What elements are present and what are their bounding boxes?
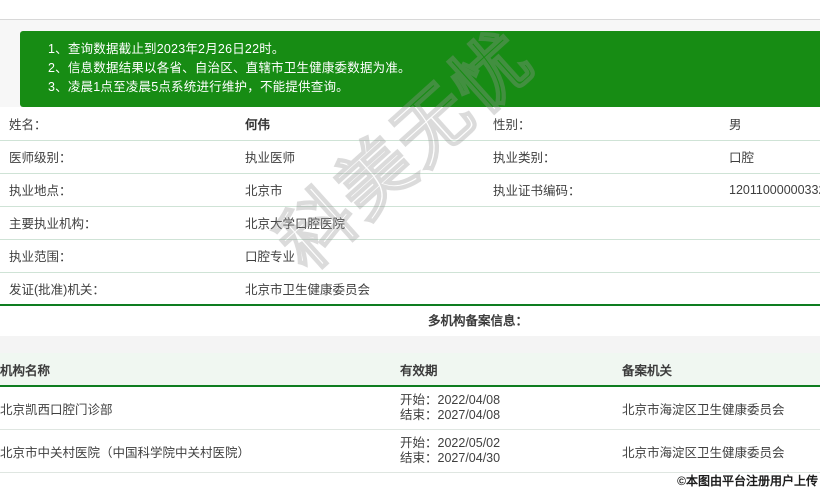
field-value-empty-1	[725, 206, 820, 240]
validity-end-line: 结束：2027/04/30	[400, 451, 622, 466]
field-label-practice-scope: 执业范围：	[0, 239, 241, 273]
column-header-institution-name: 机构名称	[0, 353, 400, 387]
notice-line-2: 2、信息数据结果以各省、自治区、直辖市卫生健康委数据为准。	[48, 61, 411, 75]
cell-validity-period: 开始：2022/05/02 结束：2027/04/30	[400, 429, 622, 473]
field-label-practice-category: 执业类别：	[489, 140, 725, 174]
field-label-doctor-level: 医师级别：	[0, 140, 241, 174]
end-label: 结束：	[400, 408, 438, 422]
validity-end-line: 结束：2027/04/08	[400, 408, 622, 423]
start-date: 2022/05/02	[437, 436, 501, 450]
top-gap-band	[0, 20, 820, 31]
cell-institution-name: 北京凯西口腔门诊部	[0, 386, 400, 430]
field-value-issuing-authority: 北京市卫生健康委员会	[241, 272, 489, 306]
column-header-filing-authority: 备案机关	[622, 353, 820, 387]
table-row: 姓名： 何伟 性别： 男	[0, 107, 820, 141]
validity-start-line: 开始：2022/04/08	[400, 393, 622, 408]
field-value-license-number: 120110000003328	[725, 173, 820, 207]
end-date: 2027/04/08	[437, 408, 501, 422]
field-value-doctor-level: 执业医师	[241, 140, 489, 174]
notice-section: 1、查询数据截止到2023年2月26日22时。 2、信息数据结果以各省、自治区、…	[0, 31, 820, 107]
field-label-issuing-authority: 发证(批准)机关：	[0, 272, 241, 306]
doctor-info-table: 姓名： 何伟 性别： 男 医师级别： 执业医师 执业类别： 口腔 执业地点： 北…	[0, 107, 820, 306]
cell-filing-authority: 北京市海淀区卫生健康委员会	[622, 386, 820, 430]
table-row: 执业范围： 口腔专业	[0, 239, 820, 273]
notice-line-3: 3、凌晨1点至凌晨5点系统进行维护，不能提供查询。	[48, 80, 349, 94]
field-label-empty-1	[489, 206, 725, 240]
multi-institution-section-title: 多机构备案信息：	[0, 306, 820, 336]
field-label-name: 姓名：	[0, 107, 241, 141]
column-header-validity-period: 有效期	[400, 353, 622, 387]
notice-box: 1、查询数据截止到2023年2月26日22时。 2、信息数据结果以各省、自治区、…	[20, 31, 820, 107]
end-date: 2027/04/30	[437, 451, 501, 465]
cell-validity-period: 开始：2022/04/08 结束：2027/04/08	[400, 386, 622, 430]
section-gap-band	[0, 336, 820, 353]
table-row: 北京凯西口腔门诊部 开始：2022/04/08 结束：2027/04/08 北京…	[0, 386, 820, 430]
field-value-empty-3	[725, 272, 820, 306]
field-value-empty-2	[725, 239, 820, 273]
field-value-practice-scope: 口腔专业	[241, 239, 489, 273]
start-label: 开始：	[400, 393, 438, 407]
top-strip	[0, 0, 820, 20]
start-label: 开始：	[400, 436, 438, 450]
field-label-practice-location: 执业地点：	[0, 173, 241, 207]
table-header-row: 机构名称 有效期 备案机关	[0, 353, 820, 387]
table-row: 执业地点： 北京市 执业证书编码： 120110000003328	[0, 173, 820, 207]
field-value-gender: 男	[725, 107, 820, 141]
notice-line-1: 1、查询数据截止到2023年2月26日22时。	[48, 42, 285, 56]
start-date: 2022/04/08	[437, 393, 501, 407]
multi-institution-table: 机构名称 有效期 备案机关 北京凯西口腔门诊部 开始：2022/04/08 结束…	[0, 353, 820, 473]
field-label-primary-institution: 主要执业机构：	[0, 206, 241, 240]
field-value-practice-location: 北京市	[241, 173, 489, 207]
table-row: 北京市中关村医院（中国科学院中关村医院） 开始：2022/05/02 结束：20…	[0, 429, 820, 473]
cell-filing-authority: 北京市海淀区卫生健康委员会	[622, 429, 820, 473]
table-row: 医师级别： 执业医师 执业类别： 口腔	[0, 140, 820, 174]
field-label-empty-3	[489, 272, 725, 306]
field-value-name: 何伟	[241, 107, 489, 141]
field-value-practice-category: 口腔	[725, 140, 820, 174]
field-value-primary-institution: 北京大学口腔医院	[241, 206, 489, 240]
table-row: 主要执业机构： 北京大学口腔医院	[0, 206, 820, 240]
table-row: 发证(批准)机关： 北京市卫生健康委员会	[0, 272, 820, 306]
cell-institution-name: 北京市中关村医院（中国科学院中关村医院）	[0, 429, 400, 473]
field-label-empty-2	[489, 239, 725, 273]
corner-watermark: ©本图由平台注册用户上传	[677, 474, 818, 488]
end-label: 结束：	[400, 451, 438, 465]
validity-start-line: 开始：2022/05/02	[400, 436, 622, 451]
field-label-gender: 性别：	[489, 107, 725, 141]
field-label-license-number: 执业证书编码：	[489, 173, 725, 207]
